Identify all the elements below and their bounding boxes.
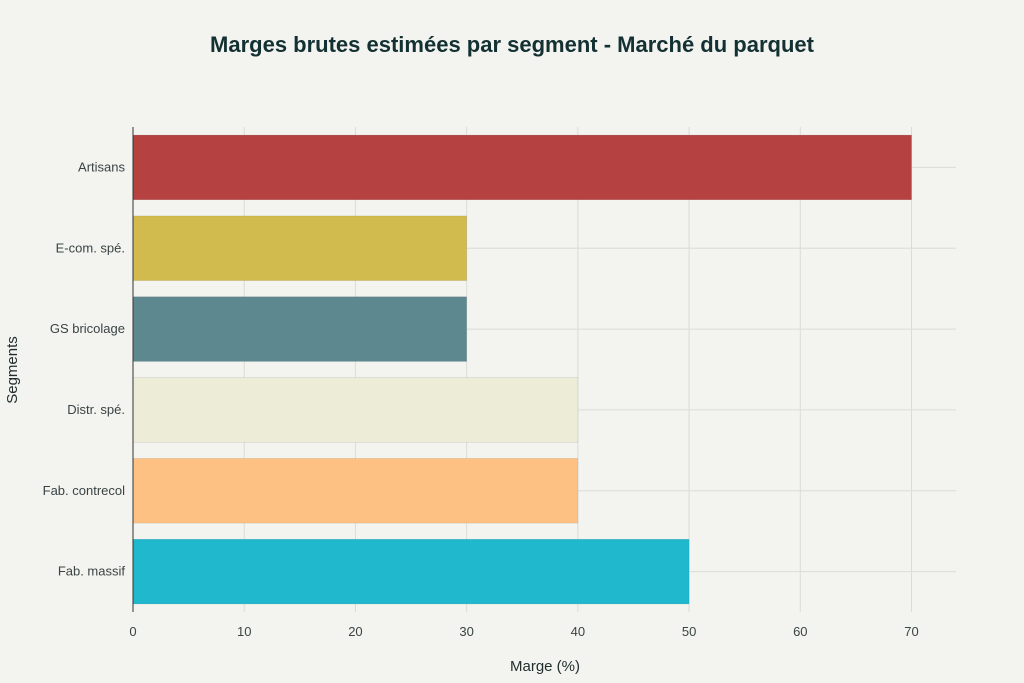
bar: [132, 538, 690, 605]
x-tick-label: 50: [682, 624, 696, 639]
bar: [132, 458, 579, 524]
y-tick-label: Artisans: [78, 159, 125, 174]
y-axis-label: Segments: [4, 336, 21, 404]
bar: [132, 296, 467, 362]
bar: [132, 134, 912, 201]
bar: [132, 215, 467, 281]
bars: [132, 134, 912, 605]
x-tick-label: 40: [571, 624, 585, 639]
y-tick-label: Fab. contrecol: [43, 483, 125, 498]
chart-title: Marges brutes estimées par segment - Mar…: [210, 32, 815, 57]
x-tick-label: 30: [459, 624, 473, 639]
x-tick-label: 60: [793, 624, 807, 639]
y-tick-label: E-com. spé.: [56, 240, 125, 255]
y-tick-label: GS bricolage: [50, 321, 125, 336]
tick-labels: 0 10 20 30 40 50 60 70 Artisans E-com. spé. GS bri…: [43, 159, 919, 639]
y-tick-label: Fab. massif: [58, 564, 126, 579]
bar: [132, 377, 579, 443]
x-tick-label: 0: [129, 624, 136, 639]
x-tick-label: 70: [904, 624, 918, 639]
x-tick-label: 10: [237, 624, 251, 639]
x-tick-label: 20: [348, 624, 362, 639]
y-tick-label: Distr. spé.: [67, 402, 125, 417]
x-axis-label: Marge (%): [510, 658, 580, 675]
